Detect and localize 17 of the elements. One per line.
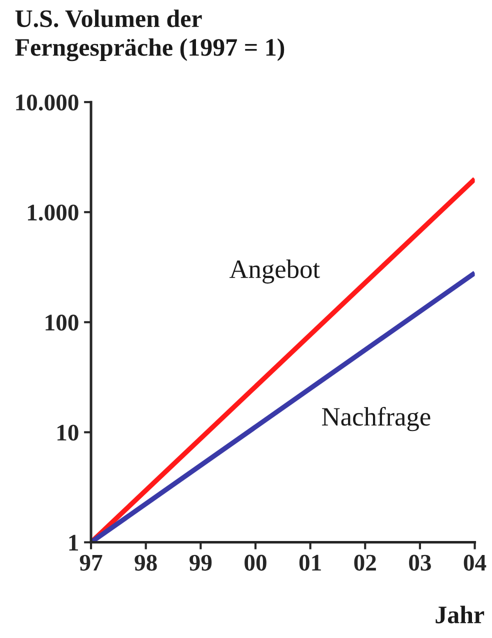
y-tick-label: 10 xyxy=(57,424,78,441)
series-label: Nachfrage xyxy=(322,406,430,432)
series-label: Angebot xyxy=(229,260,320,284)
y-tick-label: 10.000 xyxy=(16,94,78,111)
y-tick-label: 1.000 xyxy=(28,204,78,221)
x-tick-label: 02 xyxy=(354,554,376,571)
y-tick-label: 100 xyxy=(46,314,78,331)
chart-title: U.S. Volumen der Ferngespräche (1997 = 1) xyxy=(15,10,284,62)
x-axis-title: Jahr xyxy=(436,606,484,624)
x-tick-label: 98 xyxy=(134,554,157,571)
x-tick-label: 03 xyxy=(409,554,431,571)
x-tick-label: 04 xyxy=(464,554,486,571)
x-tick-label: 00 xyxy=(244,554,266,571)
x-tick-label: 97 xyxy=(80,554,102,571)
y-tick-label: 1 xyxy=(69,534,78,550)
x-tick-label: 99 xyxy=(190,554,212,571)
x-tick-label: 01 xyxy=(299,554,321,571)
